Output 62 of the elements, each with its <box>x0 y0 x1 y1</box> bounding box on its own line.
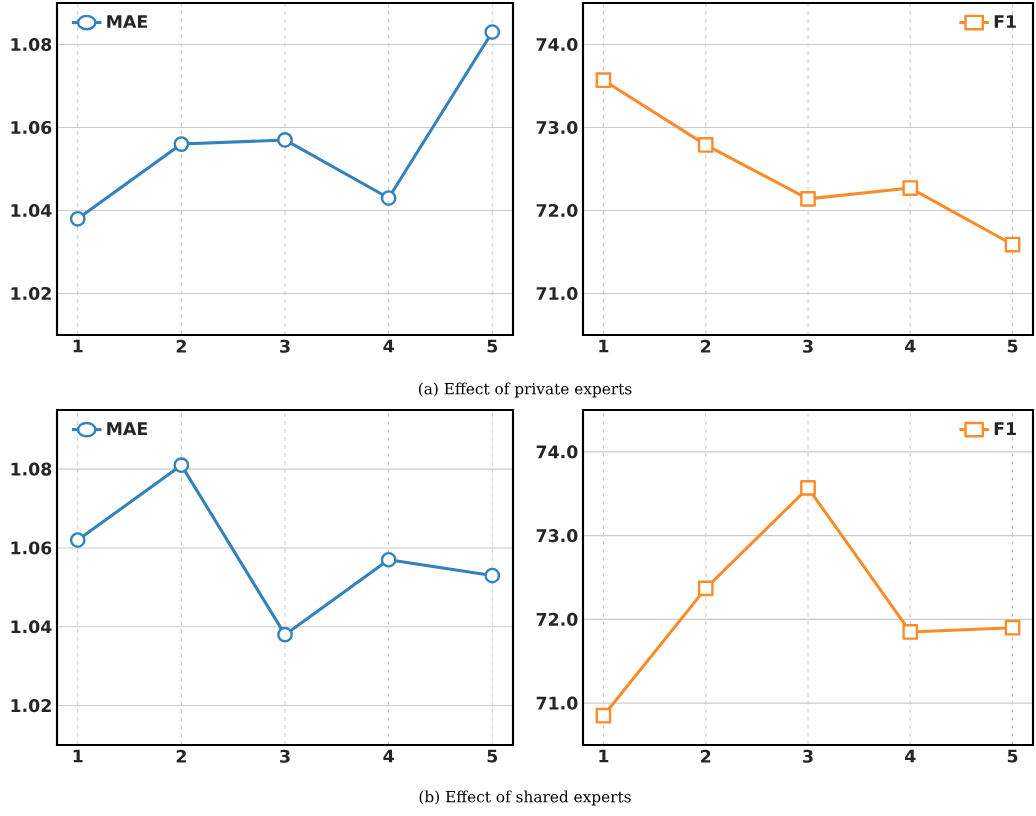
point <box>1004 619 1021 636</box>
x-tick-label: 5 <box>487 749 498 763</box>
x-tick-label: 1 <box>73 749 83 763</box>
y-tick-label: 71.0 <box>536 286 578 301</box>
point <box>380 190 397 206</box>
point <box>173 457 190 474</box>
point <box>800 191 816 207</box>
legend-label: MAE <box>107 15 147 28</box>
y-tick-label: 1.02 <box>11 699 51 713</box>
point <box>902 624 919 640</box>
y-tick-label: 73.0 <box>536 529 578 543</box>
y-tick-label: 1.06 <box>11 120 52 135</box>
text: (a) Effect of private experts <box>418 382 632 398</box>
y-tick-label: 1.02 <box>11 286 51 301</box>
point <box>277 132 293 148</box>
point <box>484 567 501 584</box>
y-tick-label: 1.08 <box>11 462 52 476</box>
text: (b) Effect of shared experts <box>419 790 631 806</box>
x-tick-label: 2 <box>701 339 711 353</box>
y-tick-label: 71.0 <box>536 696 578 710</box>
y-tick-label: 74.0 <box>536 445 578 459</box>
x-tick-label: 3 <box>803 339 813 353</box>
x-tick-label: 2 <box>701 749 711 763</box>
point <box>697 137 714 153</box>
y-tick-label: 73.0 <box>536 120 578 135</box>
point <box>902 180 919 196</box>
x-tick-label: 5 <box>487 339 498 353</box>
legend-label: MAE <box>107 422 147 435</box>
x-tick-label: 3 <box>280 749 290 763</box>
y-tick-label: 72.0 <box>536 612 578 626</box>
y-tick-label: 74.0 <box>536 37 578 52</box>
point <box>484 24 501 40</box>
point <box>595 72 612 89</box>
x-tick-label: 2 <box>176 339 186 353</box>
y-tick-label: 1.08 <box>11 37 52 52</box>
x-tick-label: 5 <box>1007 339 1018 353</box>
x-tick-label: 4 <box>383 339 394 353</box>
legend-label: F1 <box>994 422 1016 435</box>
point <box>595 707 612 724</box>
x-tick-label: 1 <box>599 339 609 353</box>
point <box>697 580 714 597</box>
point <box>380 551 397 568</box>
x-tick-label: 2 <box>176 749 186 763</box>
y-tick-label: 1.06 <box>11 541 52 555</box>
y-tick-label: 72.0 <box>536 203 578 218</box>
y-tick-label: 1.04 <box>11 620 52 634</box>
point <box>1004 236 1021 253</box>
point <box>69 210 86 227</box>
point <box>277 626 293 643</box>
x-tick-label: 3 <box>803 749 813 763</box>
x-tick-label: 3 <box>280 339 290 353</box>
point <box>800 480 816 496</box>
point <box>173 136 190 152</box>
x-tick-label: 4 <box>383 749 394 763</box>
legend-label: F1 <box>994 15 1016 28</box>
x-tick-label: 4 <box>905 339 916 353</box>
x-tick-label: 4 <box>905 749 916 763</box>
x-tick-label: 1 <box>73 339 83 353</box>
x-tick-label: 1 <box>599 749 609 763</box>
y-tick-label: 1.04 <box>11 203 52 218</box>
point <box>69 532 86 548</box>
x-tick-label: 5 <box>1007 749 1018 763</box>
